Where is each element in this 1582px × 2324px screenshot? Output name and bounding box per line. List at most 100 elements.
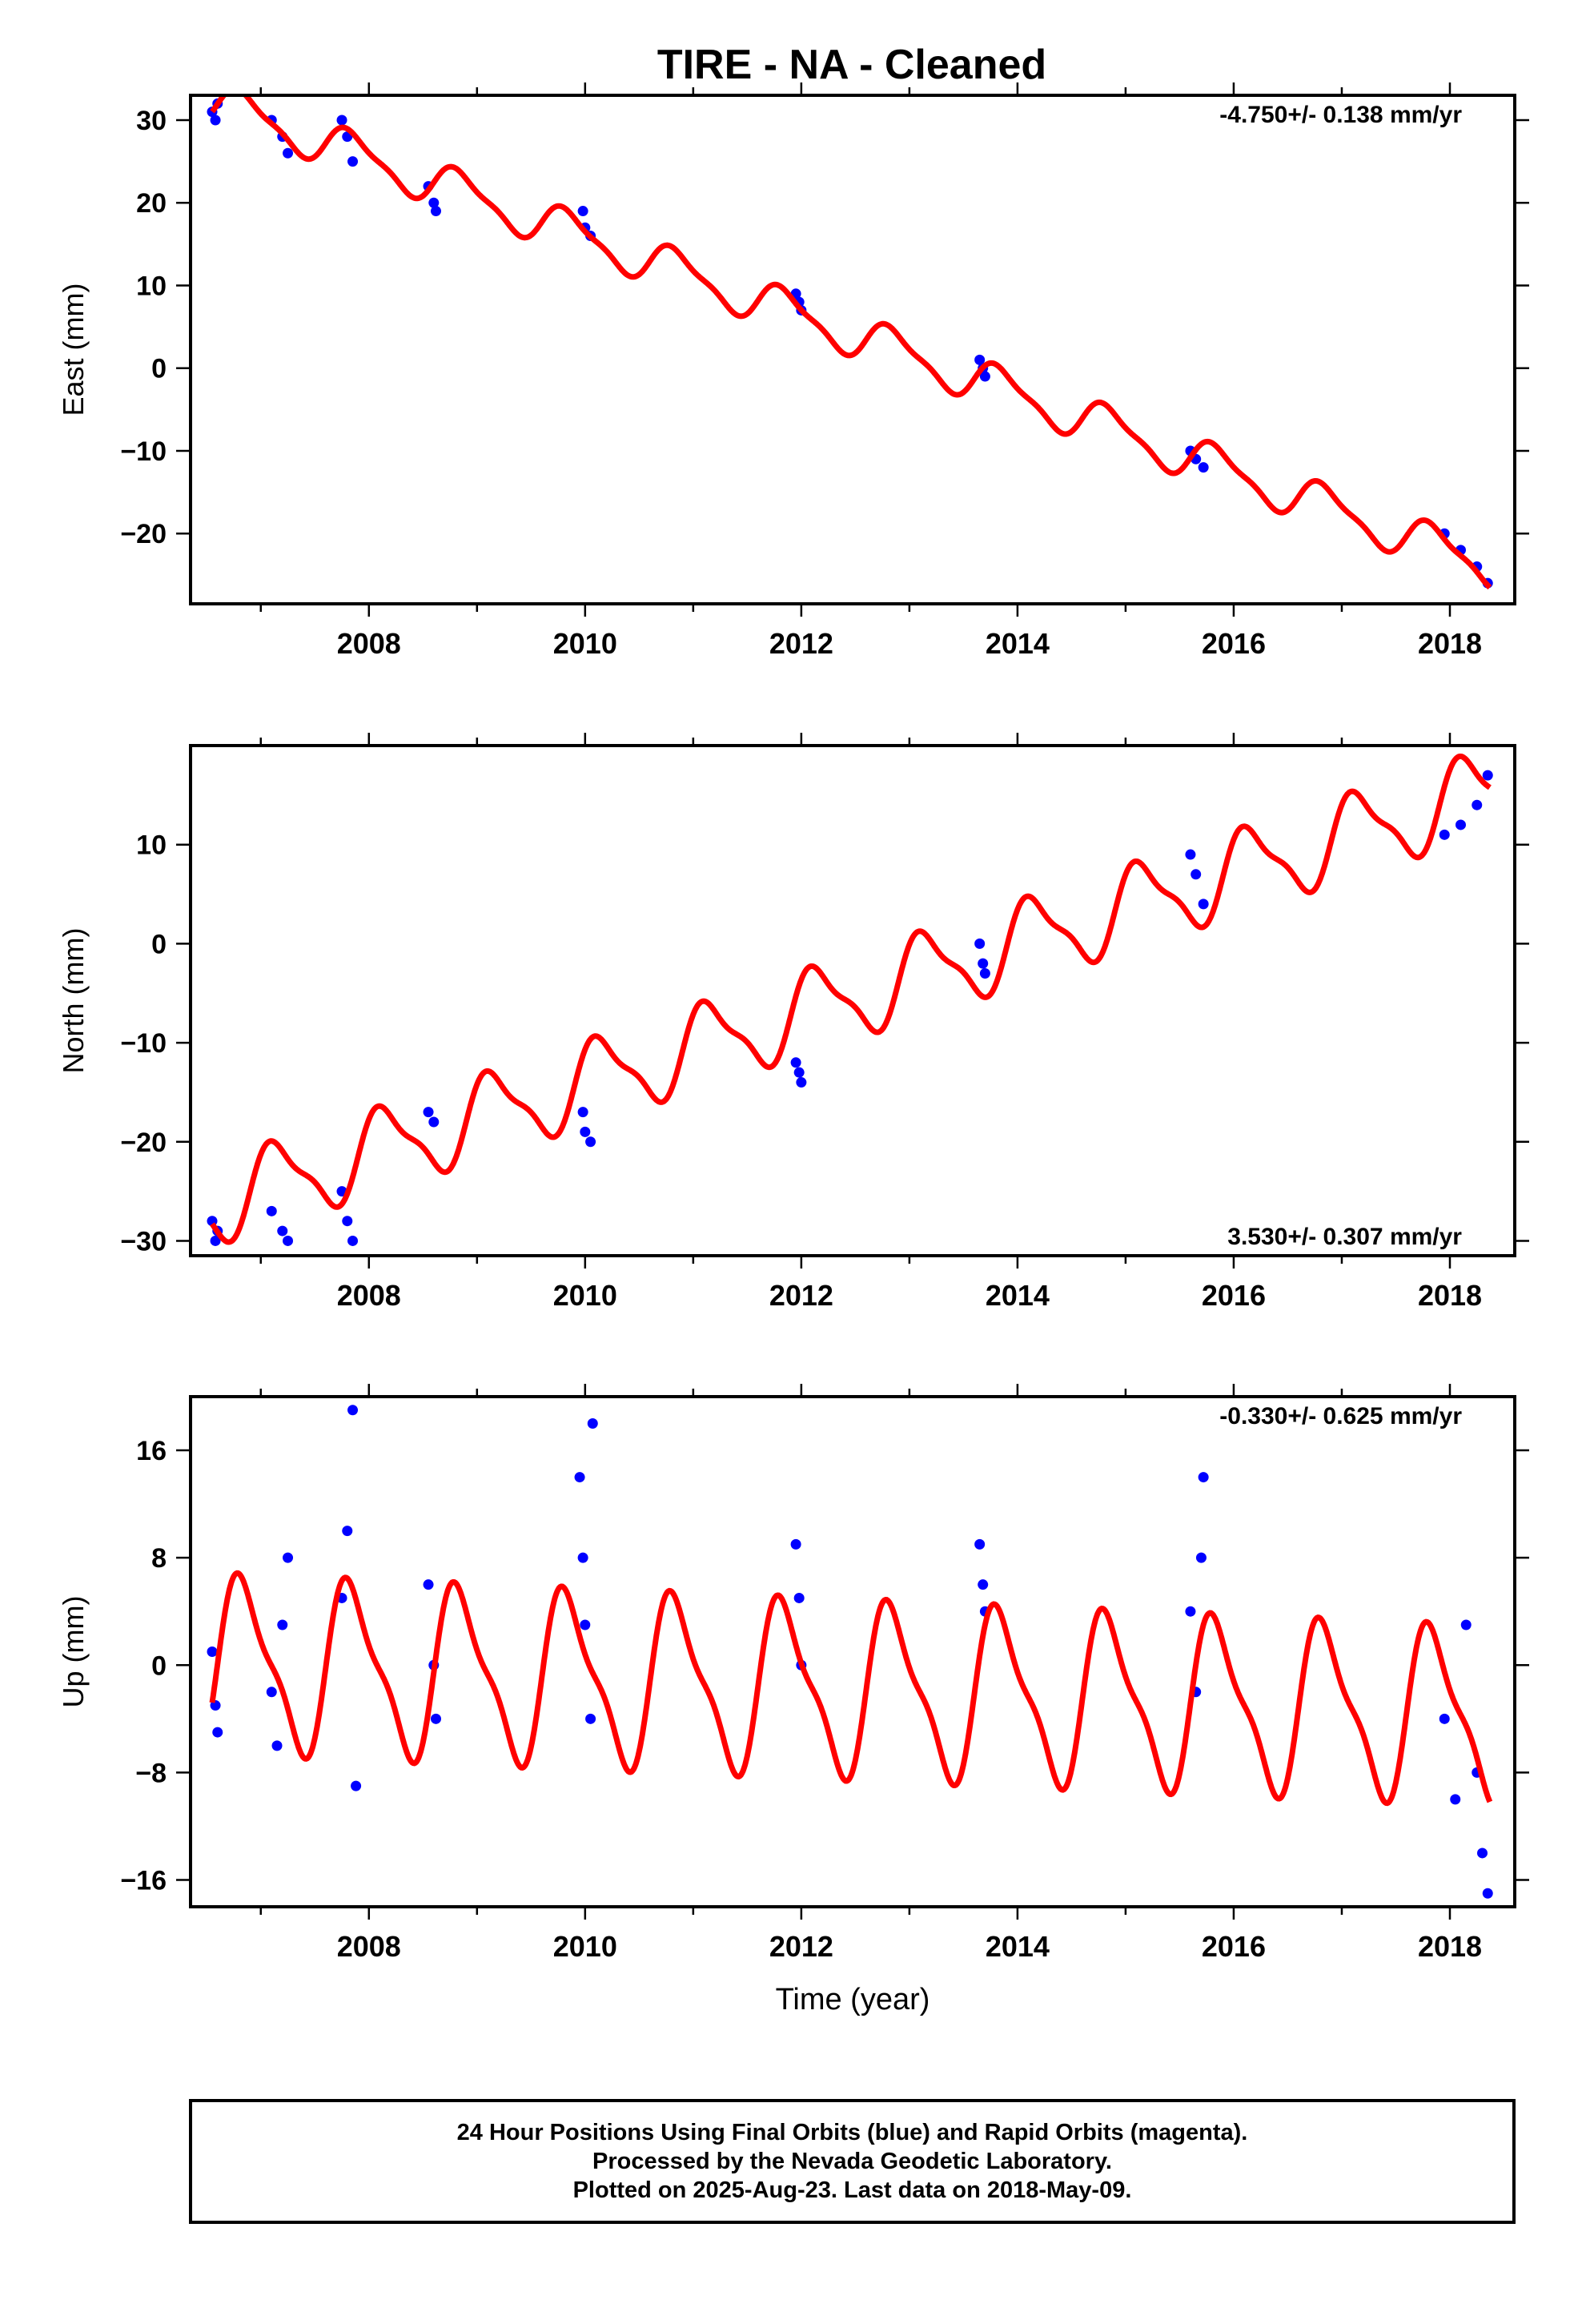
north-data-point — [266, 1205, 277, 1216]
north-ytick-label: −10 — [120, 1028, 167, 1059]
up-xtick-label: 2012 — [769, 1930, 833, 1963]
east-data-point — [430, 206, 441, 217]
up-ytick-label: 0 — [151, 1651, 167, 1681]
up-plot-frame — [189, 1395, 1516, 1908]
north-data-point — [1198, 899, 1209, 910]
up-ylabel: Up (mm) — [57, 1596, 90, 1708]
north-data-point — [577, 1107, 588, 1118]
up-xtick-label: 2010 — [553, 1930, 617, 1963]
up-data-point — [266, 1687, 277, 1698]
up-ytick-label: 16 — [136, 1436, 167, 1466]
up-data-point — [580, 1619, 591, 1630]
up-observations — [207, 1405, 1493, 1899]
north-data-point — [347, 1235, 359, 1246]
up-data-point — [1198, 1472, 1209, 1483]
up-data-point — [1185, 1606, 1196, 1617]
up-xtick-label: 2014 — [986, 1930, 1050, 1963]
east-ytick-label: −20 — [120, 519, 167, 549]
up-data-point — [1439, 1713, 1450, 1724]
up-data-point — [974, 1538, 986, 1550]
up-data-point — [212, 1727, 223, 1738]
east-data-point — [577, 206, 588, 217]
north-data-point — [283, 1235, 294, 1246]
up-data-point — [790, 1538, 801, 1550]
north-panel: −30 −20 −10 0 10 2008 2010 2012 2014 2016 2018 Nort… — [57, 733, 1529, 1312]
up-data-point — [1450, 1794, 1461, 1805]
up-data-point — [793, 1592, 805, 1603]
north-data-point — [1455, 819, 1466, 830]
east-ytick-label: −10 — [120, 436, 167, 467]
east-xtick-label: 2008 — [337, 627, 401, 660]
north-plot-frame — [189, 744, 1516, 1257]
up-data-point — [978, 1579, 989, 1590]
east-ytick-label: 20 — [136, 188, 167, 219]
north-model-fit-line — [210, 754, 1492, 1245]
up-data-point — [347, 1405, 359, 1416]
up-ytick-label: −8 — [135, 1758, 167, 1788]
up-ytick-label: −16 — [120, 1865, 167, 1896]
north-data-point — [580, 1126, 591, 1137]
up-data-point — [351, 1780, 362, 1791]
up-data-point — [207, 1647, 218, 1657]
up-data-point — [210, 1700, 221, 1711]
east-ytick-label: 10 — [136, 271, 167, 301]
east-data-point — [210, 115, 221, 126]
up-panel: −16 −8 0 8 16 2008 2010 2012 2014 2016 2018 Up (mm)… — [57, 1384, 1529, 2016]
north-data-point — [796, 1077, 807, 1088]
north-data-point — [790, 1057, 801, 1068]
north-rate-label: 3.530+/- 0.307 mm/yr — [1227, 1224, 1462, 1250]
up-data-point — [585, 1713, 596, 1724]
north-ytick-label: −20 — [120, 1128, 167, 1158]
north-data-point — [974, 938, 986, 949]
east-xtick-label: 2016 — [1202, 627, 1266, 660]
east-plot-frame — [189, 94, 1516, 605]
east-data-point — [347, 156, 359, 167]
north-data-point — [978, 958, 989, 969]
up-xtick-label: 2008 — [337, 1930, 401, 1963]
north-data-point — [210, 1235, 221, 1246]
north-data-point — [1185, 849, 1196, 860]
east-data-point — [1198, 462, 1209, 473]
east-model-fit-line — [210, 95, 1492, 590]
up-data-point — [277, 1619, 288, 1630]
east-data-point — [283, 147, 294, 159]
up-data-point — [587, 1418, 598, 1429]
chart-title: TIRE - NA - Cleaned — [657, 42, 1046, 88]
north-data-point — [277, 1225, 288, 1236]
up-data-point — [430, 1713, 441, 1724]
north-observations — [207, 770, 1493, 1246]
up-data-point — [574, 1472, 585, 1483]
north-data-point — [423, 1107, 434, 1118]
east-xtick-label: 2012 — [769, 627, 833, 660]
north-ylabel: North (mm) — [57, 928, 90, 1074]
up-rate-label: -0.330+/- 0.625 mm/yr — [1219, 1403, 1462, 1429]
east-xtick-label: 2010 — [553, 627, 617, 660]
north-data-point — [342, 1216, 353, 1227]
up-data-point — [423, 1579, 434, 1590]
north-ytick-label: −30 — [120, 1226, 167, 1256]
east-ytick-label: 30 — [136, 106, 167, 136]
panels-container: −20 −10 0 10 20 30 2008 2010 2012 2014 2016 2018 Eas… — [57, 82, 1529, 2016]
north-xtick-label: 2008 — [337, 1279, 401, 1312]
east-xtick-label: 2014 — [986, 627, 1050, 660]
up-ytick-label: 8 — [151, 1543, 167, 1574]
east-data-point — [336, 115, 347, 126]
up-data-point — [271, 1740, 283, 1751]
east-data-point — [979, 371, 990, 382]
up-xtick-label: 2016 — [1202, 1930, 1266, 1963]
north-data-point — [1482, 770, 1493, 781]
up-xlabel: Time (year) — [776, 1983, 930, 2016]
north-xtick-label: 2014 — [986, 1279, 1050, 1312]
footer-line-3: Plotted on 2025-Aug-23. Last data on 201… — [572, 2177, 1132, 2203]
east-data-point — [428, 197, 440, 208]
north-xtick-label: 2010 — [553, 1279, 617, 1312]
up-data-point — [342, 1526, 353, 1537]
east-observations — [207, 98, 1493, 589]
east-data-point — [974, 354, 986, 365]
up-data-point — [1195, 1552, 1207, 1563]
up-data-point — [283, 1552, 294, 1563]
footer-box: 24 Hour Positions Using Final Orbits (bl… — [189, 2099, 1516, 2224]
east-ylabel: East (mm) — [57, 283, 90, 416]
north-data-point — [585, 1136, 596, 1148]
east-rate-label: -4.750+/- 0.138 mm/yr — [1219, 102, 1462, 128]
